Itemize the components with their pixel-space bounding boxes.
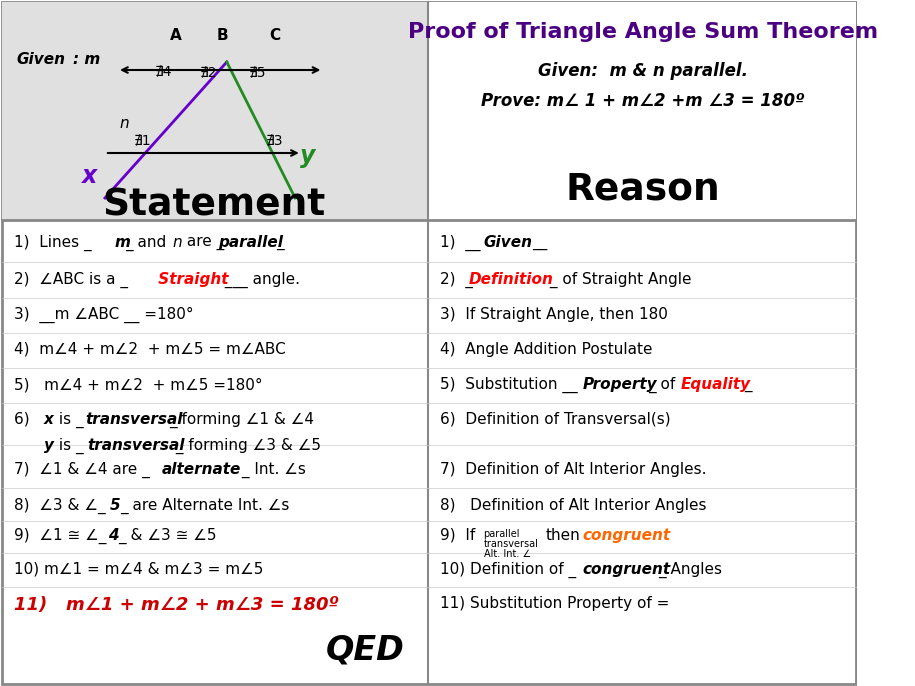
Text: 10) m∠1 = m∠4 & m∠3 = m∠5: 10) m∠1 = m∠4 & m∠3 = m∠5 bbox=[14, 562, 264, 577]
Text: _ Int. ∠s: _ Int. ∠s bbox=[237, 462, 306, 478]
Text: alternate: alternate bbox=[162, 462, 242, 477]
Text: 3)  __m ∠ABC __ =180°: 3) __m ∠ABC __ =180° bbox=[14, 307, 194, 323]
Text: ∄4: ∄4 bbox=[155, 65, 172, 79]
Text: Alt. Int. ∠: Alt. Int. ∠ bbox=[483, 549, 531, 559]
Text: transversal: transversal bbox=[85, 412, 183, 427]
Text: is _: is _ bbox=[54, 412, 84, 428]
Text: transversal: transversal bbox=[87, 438, 185, 453]
Text: Given:  m & n parallel.: Given: m & n parallel. bbox=[538, 62, 748, 80]
Text: transversal: transversal bbox=[483, 539, 538, 549]
Text: Proof of Triangle Angle Sum Theorem: Proof of Triangle Angle Sum Theorem bbox=[408, 22, 877, 42]
Text: __: __ bbox=[533, 235, 547, 250]
Text: 6): 6) bbox=[14, 412, 39, 427]
Text: Prove: m∠ 1 + m∠2 +m ∠3 = 180º: Prove: m∠ 1 + m∠2 +m ∠3 = 180º bbox=[481, 92, 804, 110]
Text: Statement: Statement bbox=[102, 188, 325, 224]
Text: m: m bbox=[114, 235, 130, 250]
Text: _: _ bbox=[740, 377, 753, 392]
Bar bbox=[428, 2, 856, 220]
Text: y: y bbox=[300, 144, 316, 168]
Text: B: B bbox=[216, 28, 228, 43]
Text: 4: 4 bbox=[108, 528, 118, 543]
Text: then: then bbox=[545, 528, 580, 543]
Text: _: _ bbox=[276, 235, 284, 250]
Text: 6)  Definition of Transversal(s): 6) Definition of Transversal(s) bbox=[440, 412, 671, 427]
Text: _ Angles: _ Angles bbox=[658, 562, 722, 578]
Text: ___ angle.: ___ angle. bbox=[221, 272, 300, 288]
Text: _ & ∠3 ≅ ∠5: _ & ∠3 ≅ ∠5 bbox=[118, 528, 217, 544]
Text: 1)  __: 1) __ bbox=[440, 235, 481, 251]
Text: n: n bbox=[119, 116, 129, 131]
Text: 7)  Definition of Alt Interior Angles.: 7) Definition of Alt Interior Angles. bbox=[440, 462, 707, 477]
Text: x: x bbox=[82, 164, 98, 188]
Text: A: A bbox=[170, 28, 182, 43]
Text: ∄5: ∄5 bbox=[249, 66, 266, 80]
Text: parallel: parallel bbox=[219, 235, 284, 250]
FancyBboxPatch shape bbox=[2, 2, 856, 684]
Text: ∄3: ∄3 bbox=[266, 134, 284, 148]
Text: x: x bbox=[44, 412, 54, 427]
Text: 4)  m∠4 + m∠2  + m∠5 = m∠ABC: 4) m∠4 + m∠2 + m∠5 = m∠ABC bbox=[14, 342, 285, 357]
Text: _ forming ∠3 & ∠5: _ forming ∠3 & ∠5 bbox=[171, 438, 321, 454]
Text: Equality: Equality bbox=[681, 377, 750, 392]
Text: congruent: congruent bbox=[583, 562, 671, 577]
Text: Given: Given bbox=[16, 52, 66, 67]
Text: ∄2: ∄2 bbox=[199, 66, 217, 80]
Text: 11)   m∠1 + m∠2 + m∠3 = 180º: 11) m∠1 + m∠2 + m∠3 = 180º bbox=[14, 596, 339, 614]
Text: congruent: congruent bbox=[583, 528, 671, 543]
Text: Straight: Straight bbox=[153, 272, 228, 287]
Text: 11) Substitution Property of =: 11) Substitution Property of = bbox=[440, 596, 670, 611]
Text: Property: Property bbox=[583, 377, 658, 392]
Text: _ and: _ and bbox=[124, 235, 171, 251]
Text: _ of: _ of bbox=[649, 377, 681, 393]
Text: y: y bbox=[44, 438, 54, 453]
Text: _ forming ∠1 & ∠4: _ forming ∠1 & ∠4 bbox=[169, 412, 315, 428]
Text: 8)   Definition of Alt Interior Angles: 8) Definition of Alt Interior Angles bbox=[440, 498, 707, 513]
Text: are _: are _ bbox=[182, 235, 224, 250]
Text: 5: 5 bbox=[110, 498, 120, 513]
Text: _ of Straight Angle: _ of Straight Angle bbox=[545, 272, 692, 288]
Text: 5)  Substitution __: 5) Substitution __ bbox=[440, 377, 583, 393]
Text: 5)   m∠4 + m∠2  + m∠5 =180°: 5) m∠4 + m∠2 + m∠5 =180° bbox=[14, 377, 263, 392]
Text: n: n bbox=[172, 235, 182, 250]
Text: ∄1: ∄1 bbox=[134, 134, 151, 148]
Text: parallel: parallel bbox=[483, 529, 520, 539]
Text: : m: : m bbox=[73, 52, 101, 67]
Bar bbox=[2, 2, 428, 220]
Text: 7)  ∠1 & ∠4 are _: 7) ∠1 & ∠4 are _ bbox=[14, 462, 155, 478]
Text: C: C bbox=[269, 28, 280, 43]
Text: Given: Given bbox=[483, 235, 533, 250]
Text: 9)  If: 9) If bbox=[440, 528, 476, 543]
Text: 10) Definition of _: 10) Definition of _ bbox=[440, 562, 576, 578]
Text: Definition: Definition bbox=[468, 272, 554, 287]
Text: _ are Alternate Int. ∠s: _ are Alternate Int. ∠s bbox=[120, 498, 289, 514]
Text: 2)  _: 2) _ bbox=[440, 272, 479, 288]
Text: 9)  ∠1 ≅ ∠_: 9) ∠1 ≅ ∠_ bbox=[14, 528, 106, 544]
Text: 8)  ∠3 & ∠_: 8) ∠3 & ∠_ bbox=[14, 498, 105, 514]
Text: 2)  ∠ABC is a _: 2) ∠ABC is a _ bbox=[14, 272, 128, 288]
Text: Reason: Reason bbox=[565, 172, 720, 208]
Text: 3)  If Straight Angle, then 180: 3) If Straight Angle, then 180 bbox=[440, 307, 668, 322]
Text: QED: QED bbox=[326, 634, 405, 667]
Text: is _: is _ bbox=[54, 438, 89, 454]
Text: 1)  Lines _: 1) Lines _ bbox=[14, 235, 92, 251]
Text: 4)  Angle Addition Postulate: 4) Angle Addition Postulate bbox=[440, 342, 653, 357]
